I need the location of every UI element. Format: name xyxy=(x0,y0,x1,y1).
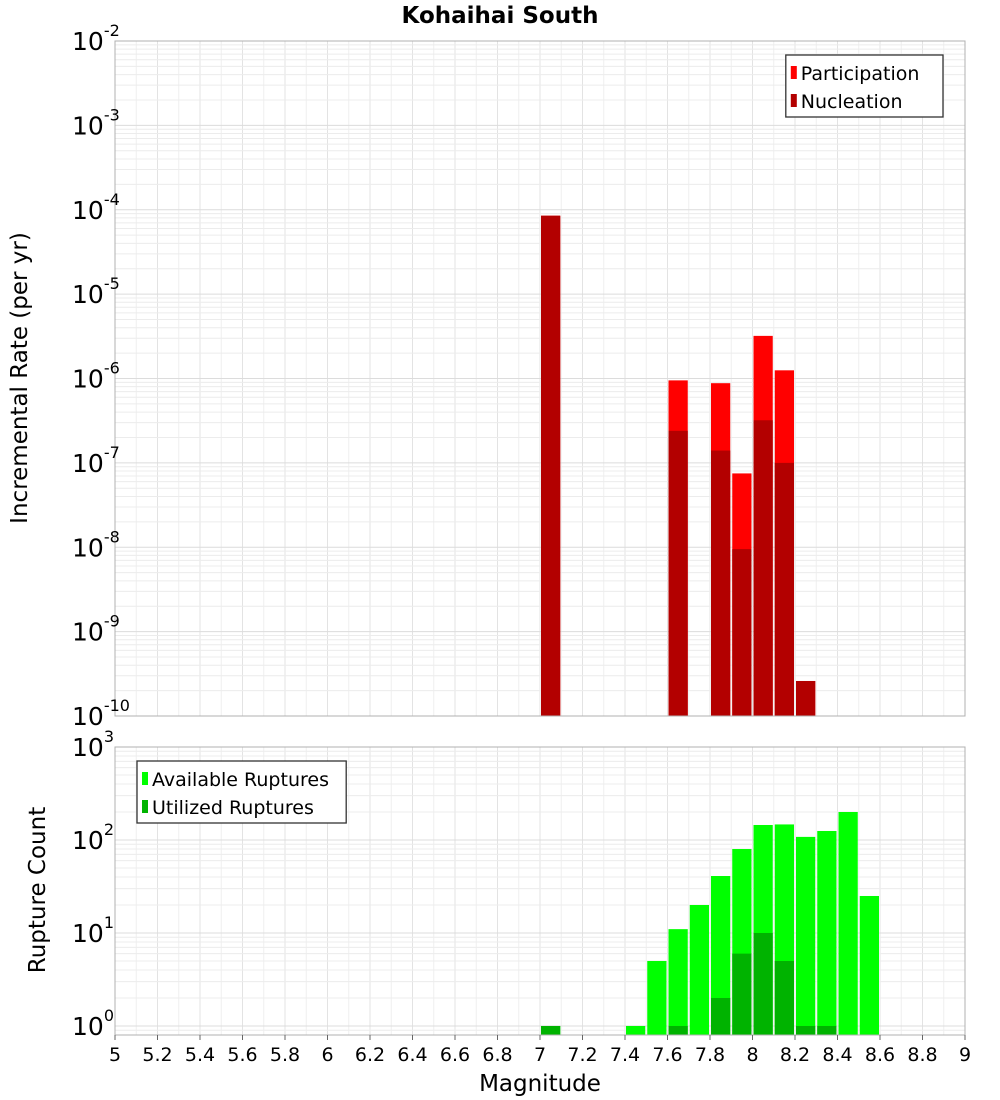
x-tick-label: 8 xyxy=(746,1044,758,1066)
legend-box xyxy=(136,760,347,824)
legend-swatch xyxy=(142,800,148,813)
y-tick-label: 10-10 xyxy=(72,696,130,731)
rupture-count-plot: 103 102 101 100 Available Ruptures Utilized R… xyxy=(72,727,966,1041)
y-tick-label: 10-3 xyxy=(72,105,120,140)
bar-available-ruptures xyxy=(796,836,816,1035)
bar-utilized-ruptures xyxy=(774,960,794,1035)
x-tick-label: 8.2 xyxy=(780,1044,810,1066)
legend: Participation Nucleation xyxy=(785,54,944,118)
x-tick-label: 8.4 xyxy=(822,1044,852,1066)
y-tick-label: 10-2 xyxy=(72,21,120,56)
chart-title: Kohaihai South xyxy=(402,3,599,29)
bar-utilized-ruptures xyxy=(711,997,731,1035)
x-tick-label: 6.6 xyxy=(440,1044,470,1066)
y-tick-label: 10-9 xyxy=(72,612,120,647)
legend-swatch xyxy=(790,66,797,79)
bar-available-ruptures xyxy=(647,960,667,1035)
bar-utilized-ruptures xyxy=(753,932,773,1035)
bar-available-ruptures xyxy=(689,904,709,1035)
bar-utilized-ruptures xyxy=(541,1025,561,1035)
y-tick-label: 10-6 xyxy=(72,359,120,394)
y-tick-label: 10-7 xyxy=(72,443,120,478)
legend-swatch xyxy=(790,94,797,107)
x-tick-label: 6.2 xyxy=(355,1044,385,1066)
y-tick-label: 10-5 xyxy=(72,274,120,309)
x-tick-label: 9 xyxy=(959,1044,971,1066)
x-axis-label: Magnitude xyxy=(479,1071,601,1097)
x-tick-label: 5 xyxy=(109,1044,121,1066)
y-tick-label: 10-8 xyxy=(72,527,120,562)
legend-swatch xyxy=(142,772,148,785)
y-tick-label: 10-4 xyxy=(72,190,120,225)
legend-entry: Available Ruptures xyxy=(152,769,329,791)
y-tick-label: 103 xyxy=(72,727,114,762)
x-tick-label: 7.8 xyxy=(695,1044,725,1066)
x-tick-label: 5.2 xyxy=(142,1044,172,1066)
x-tick-label: 8.6 xyxy=(865,1044,895,1066)
bar-utilized-ruptures xyxy=(817,1025,837,1035)
bar-available-ruptures xyxy=(626,1025,646,1035)
x-tick-label: 7.6 xyxy=(652,1044,682,1066)
x-axis-ticks: 5 5.2 5.4 5.6 5.8 6 6.2 6.4 6.6 6.8 7 7.2 7.4 7.6 7.8 8… xyxy=(109,1035,971,1066)
bar-nucleation xyxy=(753,420,773,716)
x-tick-label: 5.4 xyxy=(185,1044,215,1066)
bar-utilized-ruptures xyxy=(668,1025,688,1035)
incremental-rate-plot: 10-2 10-3 10-4 10-5 10-6 10-7 10-8 10-9 10-10 Par… xyxy=(72,21,966,731)
x-tick-label: 5.8 xyxy=(270,1044,300,1066)
legend-entry: Utilized Ruptures xyxy=(152,797,314,819)
bar-nucleation xyxy=(796,680,816,716)
x-tick-label: 7.2 xyxy=(567,1044,597,1066)
bar-utilized-ruptures xyxy=(796,1025,816,1035)
bar-utilized-ruptures xyxy=(732,953,752,1035)
y-tick-label: 101 xyxy=(72,913,114,948)
legend: Available Ruptures Utilized Ruptures xyxy=(136,760,347,824)
legend-entry: Participation xyxy=(801,63,920,85)
x-tick-label: 7 xyxy=(534,1044,546,1066)
x-tick-label: 8.8 xyxy=(907,1044,937,1066)
y-tick-label: 100 xyxy=(72,1006,114,1041)
x-tick-label: 6.8 xyxy=(482,1044,512,1066)
legend-box xyxy=(785,54,944,118)
bar-available-ruptures xyxy=(668,929,688,1035)
x-tick-label: 6 xyxy=(321,1044,333,1066)
bar-nucleation xyxy=(732,549,752,716)
x-tick-label: 6.4 xyxy=(397,1044,427,1066)
bar-available-ruptures xyxy=(859,895,879,1035)
x-tick-label: 5.6 xyxy=(227,1044,257,1066)
bottom-y-axis-label: Rupture Count xyxy=(25,807,51,973)
bar-nucleation xyxy=(541,215,561,717)
bar-available-ruptures xyxy=(817,830,837,1035)
plot-border xyxy=(114,40,966,717)
bar-available-ruptures xyxy=(711,876,731,1035)
legend-entry: Nucleation xyxy=(801,91,903,113)
top-y-axis-label: Incremental Rate (per yr) xyxy=(7,232,33,524)
bar-nucleation xyxy=(668,430,688,716)
bar-nucleation xyxy=(711,450,731,716)
x-tick-label: 7.4 xyxy=(610,1044,640,1066)
y-tick-label: 102 xyxy=(72,820,114,855)
bar-nucleation xyxy=(774,462,794,716)
bar-available-ruptures xyxy=(838,812,858,1035)
